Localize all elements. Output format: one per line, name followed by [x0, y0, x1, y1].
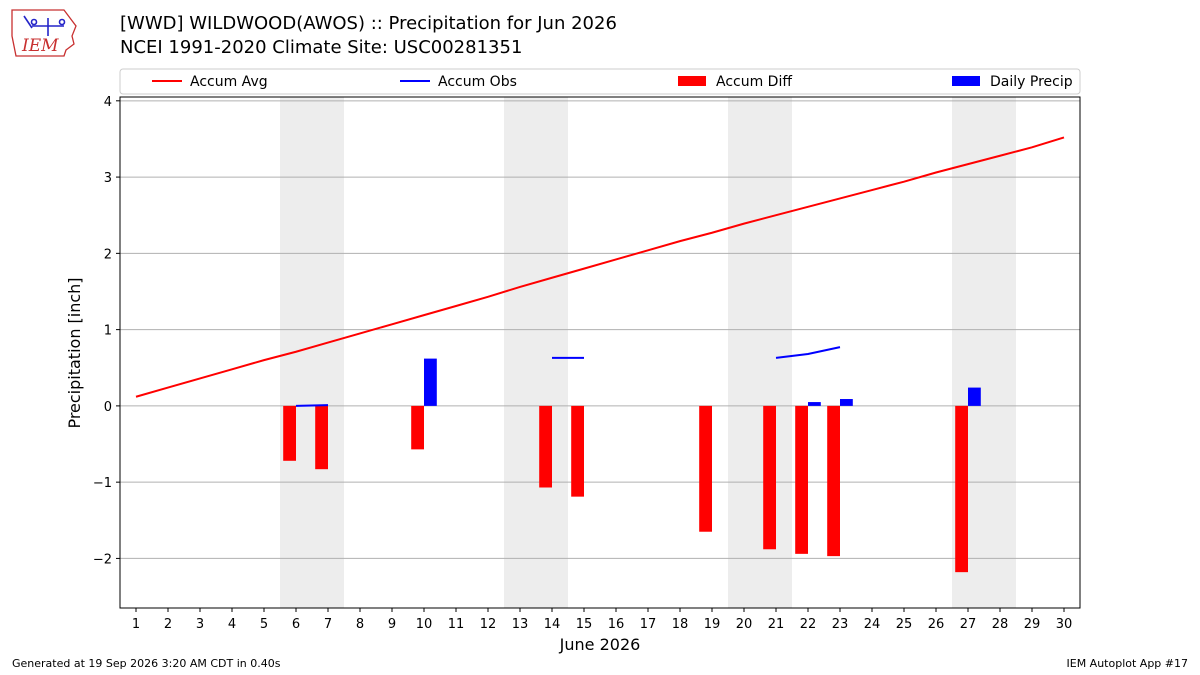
y-tick-label: 3	[104, 171, 112, 186]
x-tick-label: 26	[928, 617, 945, 632]
legend-swatch-patch	[678, 76, 706, 86]
x-tick-label: 12	[480, 617, 497, 632]
legend-label: Accum Avg	[190, 74, 268, 90]
legend-label: Accum Obs	[438, 74, 517, 90]
accum-diff-bar	[315, 405, 328, 470]
x-tick-label: 28	[992, 617, 1009, 632]
y-tick-label: 4	[104, 95, 112, 110]
daily-precip-bar	[808, 402, 821, 406]
weekend-band	[504, 97, 568, 608]
accum-diff-bar	[763, 405, 776, 550]
iem-logo: IEM	[11, 9, 77, 57]
x-tick-label: 10	[416, 617, 433, 632]
y-tick-label: −2	[93, 552, 112, 567]
x-axis-label: June 2026	[559, 635, 641, 654]
lines	[135, 136, 1065, 407]
x-tick-label: 21	[768, 617, 785, 632]
x-tick-label: 8	[356, 617, 364, 632]
legend: Accum Avg Accum Obs Accum Diff Daily Precip	[119, 68, 1081, 95]
daily-precip-bar	[424, 358, 437, 406]
legend-frame	[119, 68, 1081, 95]
x-tick-label: 9	[388, 617, 396, 632]
daily-precip-bar	[968, 387, 981, 406]
x-tick-label: 17	[640, 617, 657, 632]
x-tick-label: 18	[672, 617, 689, 632]
y-tick-label: 1	[104, 324, 112, 339]
logo-text: IEM	[21, 36, 59, 56]
daily-precip-bar	[840, 399, 853, 406]
accum-diff-bar	[539, 405, 552, 488]
x-tick-label: 22	[800, 617, 817, 632]
x-tick-label: 13	[512, 617, 529, 632]
x-axis: 1 2 3 4 5 6 7 8 9 10 11 12 13 14 15 16 17 18 19 20 21 22 23 24 2…	[132, 608, 1072, 632]
x-tick-label: 24	[864, 617, 881, 632]
x-tick-label: 20	[736, 617, 753, 632]
y-axis-label: Precipitation [inch]	[65, 277, 84, 428]
chart-subtitle: NCEI 1991-2020 Climate Site: USC00281351	[120, 37, 523, 58]
x-tick-label: 6	[292, 617, 300, 632]
footer-app: IEM Autoplot App #17	[1066, 657, 1189, 670]
x-tick-label: 14	[544, 617, 561, 632]
x-tick-label: 15	[576, 617, 593, 632]
legend-label: Accum Diff	[716, 74, 792, 90]
x-tick-label: 19	[704, 617, 721, 632]
accum-avg-line	[135, 136, 1065, 398]
bars	[283, 358, 981, 573]
x-tick-label: 25	[896, 617, 913, 632]
x-tick-label: 4	[228, 617, 236, 632]
accum-diff-bar	[571, 405, 584, 497]
chart-title: [WWD] WILDWOOD(AWOS) :: Precipitation fo…	[120, 13, 617, 34]
x-tick-label: 11	[448, 617, 465, 632]
accum-diff-bar	[795, 405, 808, 554]
x-tick-label: 23	[832, 617, 849, 632]
gridlines	[120, 100, 1080, 559]
y-axis: 4 3 2 1 0 −1 −2	[93, 95, 120, 567]
x-tick-label: 5	[260, 617, 268, 632]
y-tick-label: 0	[104, 400, 112, 415]
accum-obs-line	[775, 346, 841, 359]
legend-label: Daily Precip	[990, 74, 1073, 90]
weekend-band	[728, 97, 792, 608]
legend-swatch-patch	[952, 76, 980, 86]
x-tick-label: 16	[608, 617, 625, 632]
y-tick-label: 2	[104, 247, 112, 262]
accum-diff-bar	[699, 405, 712, 532]
x-tick-label: 27	[960, 617, 977, 632]
weekend-shading	[280, 97, 1016, 608]
weather-station-icon	[23, 15, 66, 36]
x-tick-label: 29	[1024, 617, 1041, 632]
accum-diff-bar	[827, 405, 840, 557]
x-tick-label: 30	[1056, 617, 1073, 632]
x-tick-label: 2	[164, 617, 172, 632]
plot-frame	[119, 96, 1081, 609]
y-tick-label: −1	[93, 476, 112, 491]
accum-diff-bar	[411, 405, 424, 450]
footer-generated: Generated at 19 Sep 2026 3:20 AM CDT in …	[12, 657, 281, 670]
x-tick-label: 1	[132, 617, 140, 632]
accum-diff-bar	[955, 405, 968, 573]
x-tick-label: 3	[196, 617, 204, 632]
accum-diff-bar	[283, 405, 296, 461]
accum-obs-line	[295, 404, 329, 407]
x-tick-label: 7	[324, 617, 332, 632]
